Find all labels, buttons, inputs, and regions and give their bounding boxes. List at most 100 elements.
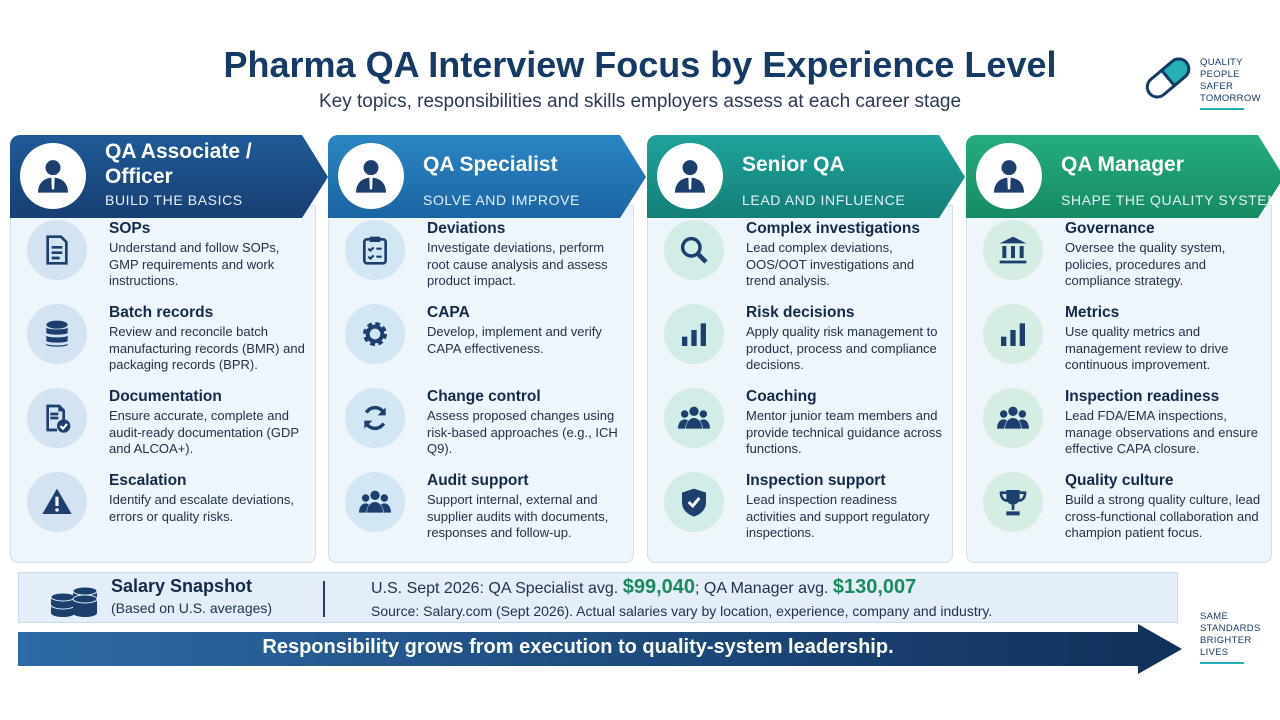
topic-text: Ensure accurate, complete and audit-read… bbox=[109, 408, 299, 456]
column-header: Senior QA LEAD AND INFLUENCE bbox=[647, 135, 965, 218]
column: SOPs Understand and follow SOPs, GMP requ… bbox=[10, 135, 328, 563]
topic-icon bbox=[345, 388, 405, 448]
topic-text: Investigate deviations, perform root cau… bbox=[427, 240, 608, 288]
icon bbox=[1001, 323, 1025, 346]
column-tagline: LEAD AND INFLUENCE bbox=[742, 192, 906, 208]
motto-line: SAME bbox=[1200, 611, 1229, 622]
topic: Complex investigations Lead complex devia… bbox=[648, 220, 954, 304]
topic: Coaching Mentor junior team members and p… bbox=[648, 388, 954, 472]
topic-text: Lead complex deviations, OOS/OOT investi… bbox=[746, 240, 915, 288]
icon bbox=[359, 490, 391, 513]
topic-text: Identify and escalate deviations, errors… bbox=[109, 492, 295, 524]
icon bbox=[999, 236, 1027, 264]
salary-line: U.S. Sept 2026: QA Specialist avg. $99,0… bbox=[371, 576, 916, 599]
topic: Deviations Investigate deviations, perfor… bbox=[329, 220, 635, 304]
column-tagline: SOLVE AND IMPROVE bbox=[423, 192, 580, 208]
topic-title: Metrics bbox=[1065, 304, 1120, 321]
topic-text: Develop, implement and verify CAPA effec… bbox=[427, 324, 602, 356]
icon bbox=[675, 160, 705, 193]
motto-line: STANDARDS bbox=[1200, 623, 1261, 634]
topic-title: Risk decisions bbox=[746, 304, 855, 321]
page-title: Pharma QA Interview Focus by Experience … bbox=[223, 44, 1057, 85]
topic-title: Escalation bbox=[109, 472, 187, 489]
column-body: SOPs Understand and follow SOPs, GMP requ… bbox=[10, 205, 316, 563]
topic-title: Complex investigations bbox=[746, 220, 920, 237]
salary-note: (Based on U.S. averages) bbox=[111, 600, 273, 616]
topic-text: Lead FDA/EMA inspections, manage observa… bbox=[1065, 408, 1258, 456]
topic: Inspection support Lead inspection readin… bbox=[648, 472, 954, 556]
header-icon bbox=[338, 143, 404, 209]
topic-icon bbox=[345, 472, 405, 532]
topic-text: Assess proposed changes using risk-based… bbox=[427, 408, 618, 456]
topic: Inspection readiness Lead FDA/EMA inspect… bbox=[967, 388, 1273, 472]
coins-icon bbox=[50, 586, 98, 617]
topic-icon bbox=[983, 388, 1043, 448]
topic-text: Oversee the quality system, policies, pr… bbox=[1065, 240, 1226, 288]
motto: SAME STANDARDS BRIGHTER LIVES bbox=[1200, 611, 1261, 664]
icon bbox=[682, 488, 706, 517]
topic-icon bbox=[27, 220, 87, 280]
topic-icon bbox=[664, 220, 724, 280]
topic-icon bbox=[27, 304, 87, 364]
icon bbox=[46, 320, 68, 347]
topic-text: Build a strong quality culture, lead cro… bbox=[1065, 492, 1261, 540]
page-subtitle: Key topics, responsibilities and skills … bbox=[318, 91, 962, 112]
topic: CAPA Develop, implement and verify CAPA e… bbox=[329, 304, 635, 388]
banner-arrow bbox=[18, 624, 1182, 674]
column-body: Complex investigations Lead complex devia… bbox=[647, 205, 953, 563]
topic-title: Deviations bbox=[427, 220, 506, 237]
topic: Batch records Review and reconcile batch … bbox=[11, 304, 317, 388]
salary-panel: Salary Snapshot (Based on U.S. averages)… bbox=[18, 572, 1178, 623]
column: Deviations Investigate deviations, perfor… bbox=[328, 135, 646, 563]
header-icon bbox=[976, 143, 1042, 209]
motto-underline bbox=[1200, 662, 1244, 664]
icon bbox=[363, 236, 387, 265]
topic-title: Inspection support bbox=[746, 472, 886, 489]
icon bbox=[678, 406, 710, 429]
topic-title: Batch records bbox=[109, 304, 214, 321]
motto-line: LIVES bbox=[1200, 647, 1229, 658]
logo-text: QUALITY PEOPLE SAFER TOMORROW bbox=[1200, 57, 1261, 110]
motto-line: BRIGHTER bbox=[1200, 635, 1252, 646]
topic-icon bbox=[664, 472, 724, 532]
icon bbox=[682, 323, 706, 346]
topic-title: Inspection readiness bbox=[1065, 388, 1220, 405]
topic-text: Lead inspection readiness activities and… bbox=[746, 492, 930, 540]
icon bbox=[363, 322, 387, 346]
header-icon bbox=[20, 143, 86, 209]
topic: Documentation Ensure accurate, complete a… bbox=[11, 388, 317, 472]
topic-icon bbox=[664, 304, 724, 364]
topic: Governance Oversee the quality system, po… bbox=[967, 220, 1273, 304]
icon bbox=[999, 490, 1027, 516]
salary-text: U.S. Sept 2026: QA Specialist avg. bbox=[371, 580, 619, 597]
topic-title: Coaching bbox=[746, 388, 817, 405]
topic-title: Documentation bbox=[109, 388, 222, 405]
icon bbox=[38, 160, 68, 193]
topic-icon bbox=[983, 304, 1043, 364]
icon bbox=[42, 488, 72, 514]
topic-title: Change control bbox=[427, 388, 541, 405]
salary-value: $99,040 bbox=[622, 576, 695, 598]
topic: Quality culture Build a strong quality cu… bbox=[967, 472, 1273, 556]
icon bbox=[997, 406, 1029, 429]
topic-icon bbox=[983, 472, 1043, 532]
topic-title: Audit support bbox=[427, 472, 529, 489]
column-title: QA Associate / Officer bbox=[105, 140, 252, 188]
icon bbox=[364, 405, 386, 431]
column: Governance Oversee the quality system, po… bbox=[966, 135, 1280, 563]
topic-title: SOPs bbox=[109, 220, 151, 237]
icon bbox=[46, 235, 68, 265]
topic-icon bbox=[27, 388, 87, 448]
salary-value: $130,007 bbox=[832, 576, 917, 598]
icon bbox=[680, 236, 708, 264]
column-body: Governance Oversee the quality system, po… bbox=[966, 205, 1272, 563]
divider bbox=[323, 581, 325, 617]
column-title: QA Manager bbox=[1061, 152, 1184, 176]
salary-source: Source: Salary.com (Sept 2026). Actual s… bbox=[371, 603, 993, 619]
topic: SOPs Understand and follow SOPs, GMP requ… bbox=[11, 220, 317, 304]
topic-text: Understand and follow SOPs, GMP requirem… bbox=[109, 240, 280, 288]
topic-text: Review and reconcile batch manufacturing… bbox=[109, 324, 305, 372]
column-tagline: BUILD THE BASICS bbox=[105, 192, 243, 208]
icon bbox=[356, 160, 386, 193]
topic-text: Apply quality risk management to product… bbox=[746, 324, 938, 372]
